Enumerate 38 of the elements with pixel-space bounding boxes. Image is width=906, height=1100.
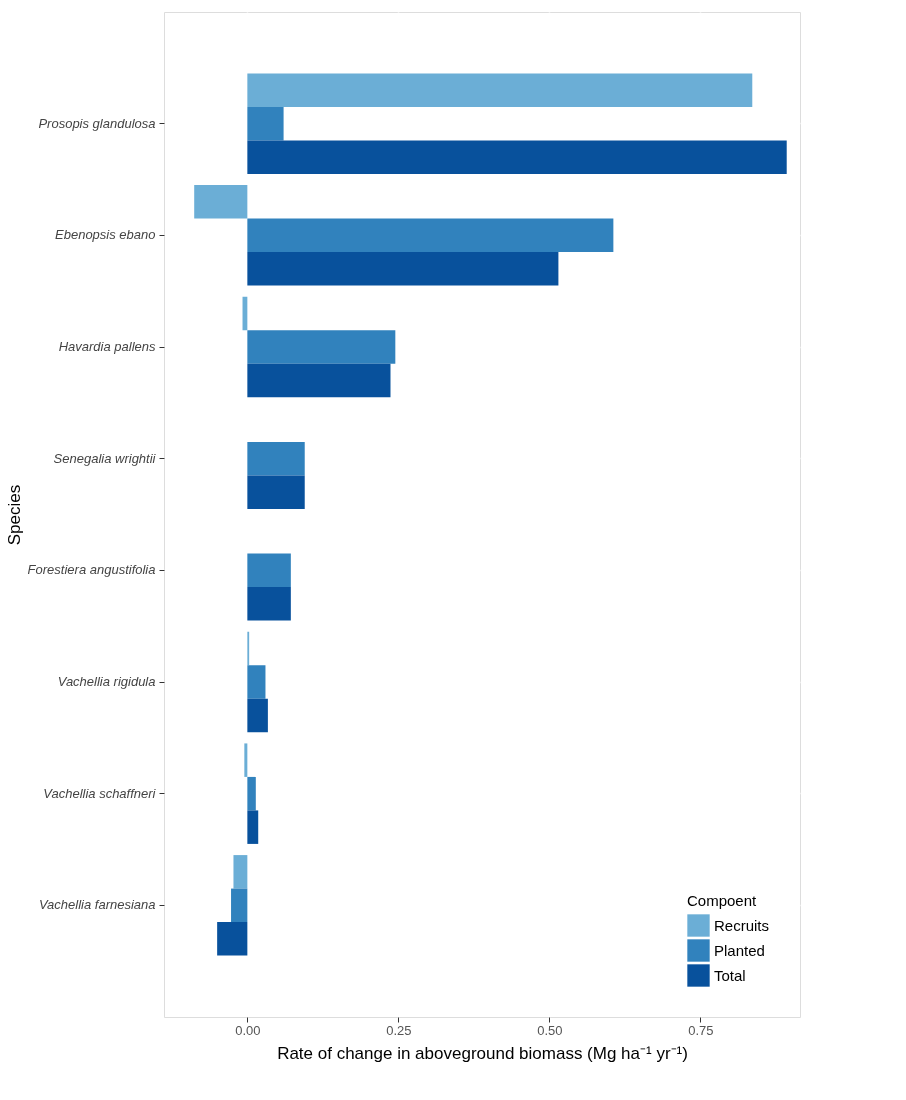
bar [244, 743, 248, 777]
x-tick-label: 0.50 [537, 1022, 563, 1038]
bar [233, 855, 248, 889]
legend-title: Compoent [687, 892, 758, 909]
bar [247, 252, 559, 286]
bar [247, 218, 614, 253]
bar [217, 922, 248, 956]
bar [247, 776, 256, 811]
x-tick-label: 0.00 [235, 1022, 261, 1038]
legend-label: Planted [714, 941, 765, 959]
y-tick-label: Vachellia rigidula [57, 674, 156, 689]
legend-label: Recruits [714, 916, 770, 934]
x-tick-label: 0.25 [386, 1022, 412, 1038]
y-tick-label: Havardia pallens [58, 339, 156, 354]
x-tick-label: 0.75 [688, 1022, 714, 1038]
y-tick-label: Senegalia wrightii [53, 450, 157, 466]
bar [247, 330, 396, 364]
bar [247, 587, 291, 621]
y-tick-label: Prosopis glandulosa [38, 115, 156, 131]
bar [247, 106, 284, 141]
x-axis-title: Rate of change in aboveground biomass (Mg ha⁻¹ yr⁻¹) [277, 1043, 688, 1063]
legend-label: Total [714, 966, 746, 984]
bar [247, 553, 291, 588]
bar [194, 185, 248, 219]
bar [247, 140, 787, 174]
y-tick-label: Vachellia schaffneri [43, 785, 157, 801]
y-axis-title: Species [4, 484, 24, 546]
bar [247, 73, 753, 107]
y-tick-label: Forestiera angustifolia [27, 562, 156, 578]
y-tick-label: Ebenopsis ebano [55, 227, 156, 243]
bar [247, 441, 305, 476]
bar [247, 475, 305, 509]
bar [247, 698, 268, 733]
bar [247, 665, 266, 699]
y-tick-label: Vachellia farnesiana [38, 897, 156, 913]
bar [247, 810, 259, 844]
bar [231, 888, 248, 923]
bar [247, 363, 391, 398]
